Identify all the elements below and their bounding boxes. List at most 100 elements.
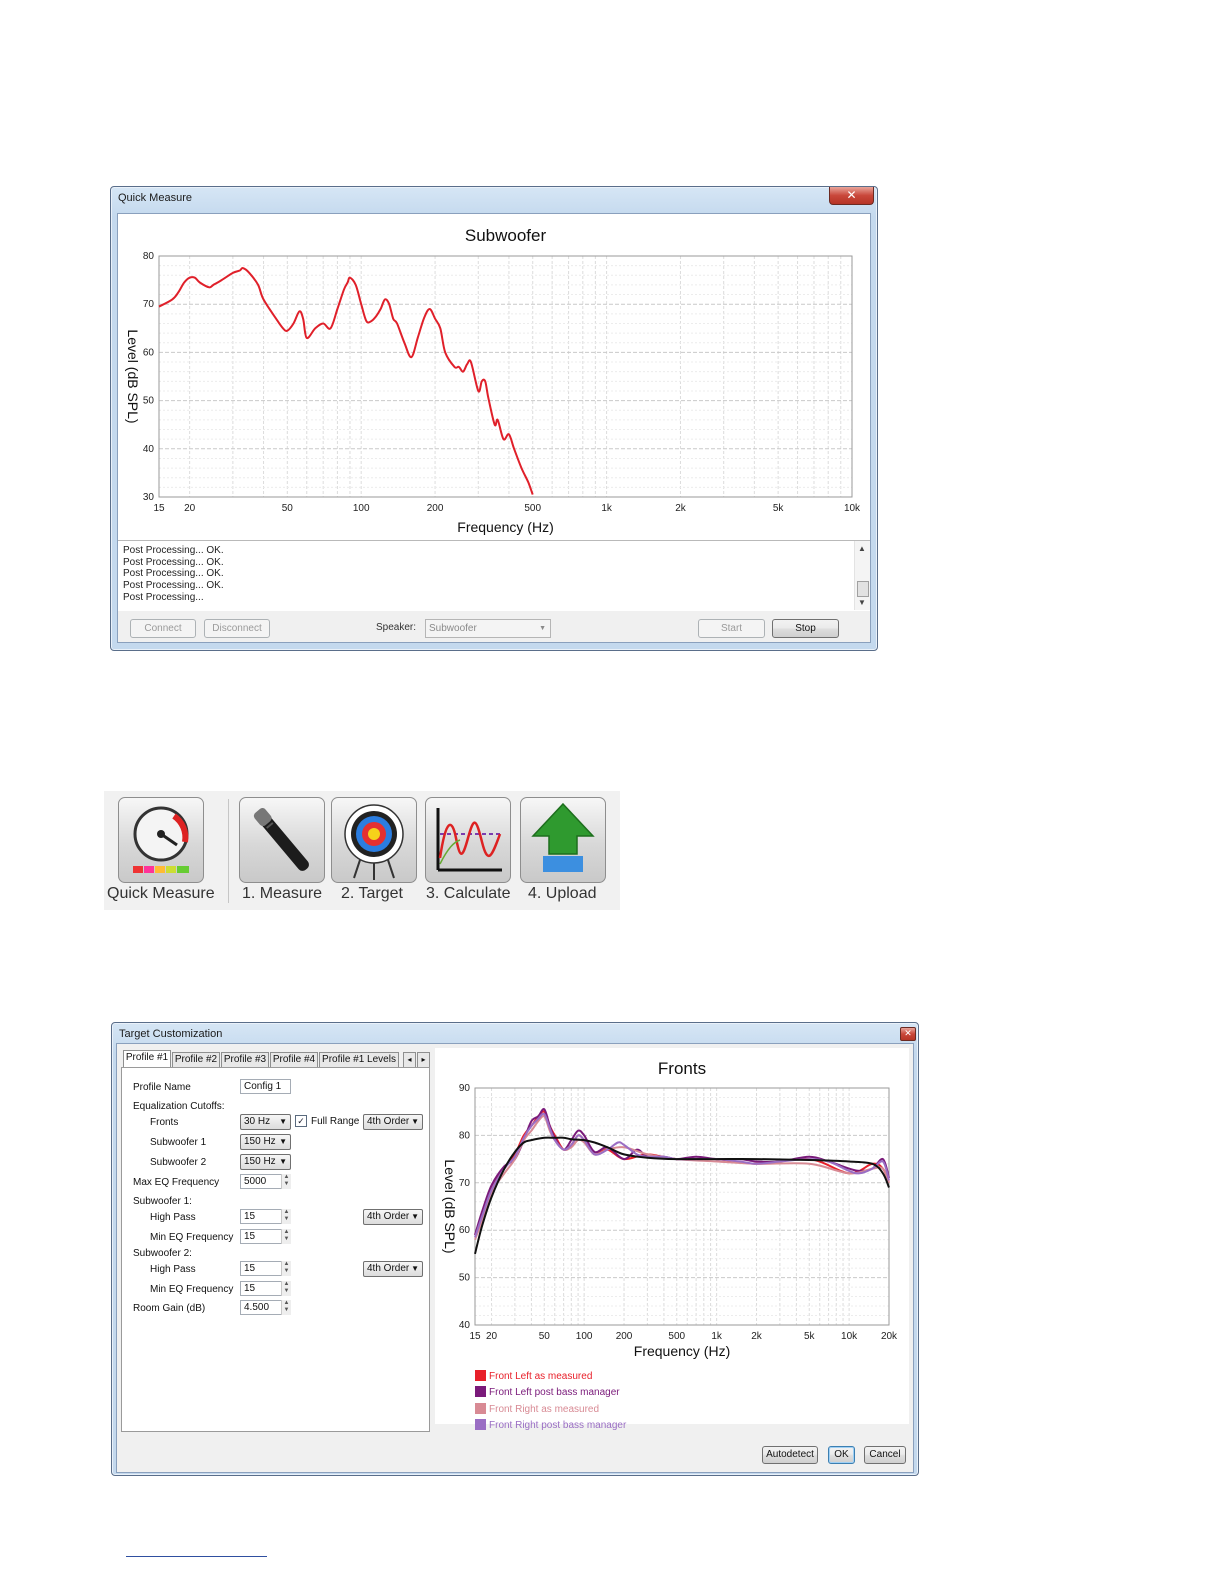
eq-cutoffs-label: Equalization Cutoffs: <box>133 1101 225 1112</box>
toolbar-divider <box>228 799 229 903</box>
upload-tool[interactable] <box>520 797 606 883</box>
close-button[interactable]: ✕ <box>900 1027 916 1041</box>
x-tick-label: 1k <box>601 503 613 514</box>
sub1-high-pass-spinner[interactable]: ▲ ▼ <box>281 1209 291 1224</box>
full-range-label: Full Range <box>311 1116 360 1127</box>
room-gain-label: Room Gain (dB) <box>133 1303 206 1314</box>
chevron-down-icon: ▼ <box>411 1212 419 1221</box>
sub1-order-value: 4th Order <box>367 1211 410 1222</box>
x-tick-label: 1k <box>711 1331 723 1342</box>
start-button[interactable]: Start <box>698 619 765 638</box>
profile-form-panel: Profile Name Config 1 Equalization Cutof… <box>121 1067 430 1432</box>
profile-tabs: Profile #1 Profile #2 Profile #3 Profile… <box>123 1050 433 1067</box>
sub1-min-eq-spinner[interactable]: ▲ ▼ <box>281 1229 291 1244</box>
x-axis-label: Frequency (Hz) <box>634 1343 730 1359</box>
chart-panel: 15 20 50 100 200 500 1k 2k 5k 10k 30 40 50 60 70 80 Subw… <box>118 214 870 540</box>
profile-name-input[interactable]: Config 1 <box>240 1079 291 1094</box>
log-lines: Post Processing... OK. Post Processing...… <box>123 545 224 604</box>
log-line: Post Processing... OK. <box>123 556 224 568</box>
microphone-icon <box>253 808 309 871</box>
sub2-high-pass-label: High Pass <box>150 1264 196 1275</box>
page-footer-rule <box>126 1556 267 1557</box>
tab-profile-1-levels[interactable]: Profile #1 Levels <box>319 1052 399 1067</box>
y-tick-label: 30 <box>143 492 155 503</box>
quick-measure-tool[interactable] <box>118 797 204 883</box>
cancel-button[interactable]: Cancel <box>864 1446 906 1464</box>
checkmark-icon: ✓ <box>297 1116 305 1126</box>
scroll-down-icon[interactable]: ▼ <box>858 598 866 607</box>
x-tick-label: 5k <box>773 503 785 514</box>
ok-button[interactable]: OK <box>828 1446 855 1464</box>
sub2-high-pass-input[interactable]: 15 <box>240 1261 291 1276</box>
y-tick-label: 60 <box>459 1225 471 1236</box>
calculate-tool[interactable] <box>425 797 511 883</box>
tab-scroll-left-icon[interactable]: ◂ <box>403 1052 416 1067</box>
fronts-cutoff-select[interactable]: 30 Hz ▼ <box>240 1114 291 1130</box>
full-range-checkbox[interactable]: ✓ <box>295 1115 307 1127</box>
legend-swatch <box>475 1370 486 1381</box>
speaker-select-value: Subwoofer <box>429 623 477 634</box>
x-tick-label: 500 <box>524 503 541 514</box>
quick-measure-label: Quick Measure <box>107 885 215 902</box>
fronts-order-select[interactable]: 4th Order ▼ <box>363 1114 423 1130</box>
sub2-min-eq-spinner[interactable]: ▲ ▼ <box>281 1281 291 1296</box>
tab-profile-3[interactable]: Profile #3 <box>221 1052 269 1067</box>
subwoofer2-cutoff-label: Subwoofer 2 <box>150 1157 207 1168</box>
scroll-thumb[interactable] <box>857 581 869 597</box>
measure-tool[interactable] <box>239 797 325 883</box>
disconnect-button[interactable]: Disconnect <box>204 619 270 638</box>
measure-label: 1. Measure <box>242 885 323 902</box>
tab-profile-4[interactable]: Profile #4 <box>270 1052 318 1067</box>
sub1-order-select[interactable]: 4th Order ▼ <box>363 1209 423 1225</box>
y-tick-label: 50 <box>459 1273 471 1284</box>
target-client: Profile #1 Profile #2 Profile #3 Profile… <box>116 1043 914 1473</box>
x-tick-label: 200 <box>616 1331 633 1342</box>
upload-label: 4. Upload <box>528 885 597 902</box>
x-tick-label: 2k <box>751 1331 763 1342</box>
sub2-min-eq-label: Min EQ Frequency <box>150 1284 234 1295</box>
x-tick-label: 200 <box>427 503 444 514</box>
connect-button[interactable]: Connect <box>130 619 196 638</box>
close-button[interactable]: ✕ <box>829 187 874 205</box>
subwoofer-chart: 15 20 50 100 200 500 1k 2k 5k 10k 30 40 50 60 70 80 Subw… <box>125 226 861 535</box>
quick-measure-window: Quick Measure ✕ 15 20 50 100 200 500 1k 2k 5k 10k… <box>110 186 878 651</box>
fronts-label: Fronts <box>150 1117 179 1128</box>
workflow-toolbar: Quick Measure 1. Measure 2. Target <box>104 791 620 910</box>
room-gain-spinner[interactable]: ▲ ▼ <box>281 1300 291 1315</box>
sub1-high-pass-label: High Pass <box>150 1212 196 1223</box>
speaker-select[interactable]: Subwoofer ▼ <box>425 619 551 638</box>
series-line <box>474 1110 890 1236</box>
graph-icon <box>436 808 502 872</box>
x-tick-label: 500 <box>668 1331 685 1342</box>
scroll-up-icon[interactable]: ▲ <box>858 544 866 553</box>
log-scrollbar[interactable]: ▲ ▼ <box>854 541 870 610</box>
chevron-down-icon: ▼ <box>279 1117 287 1126</box>
y-tick-label: 40 <box>459 1320 471 1331</box>
chart-title: Fronts <box>658 1059 706 1078</box>
y-tick-label: 90 <box>459 1083 471 1094</box>
plot-frame <box>474 1087 890 1326</box>
series-line <box>474 1108 890 1236</box>
tab-profile-1[interactable]: Profile #1 <box>123 1050 171 1067</box>
subwoofer1-cutoff-select[interactable]: 150 Hz ▼ <box>240 1134 291 1150</box>
x-tick-label: 50 <box>539 1331 551 1342</box>
sub2-high-pass-spinner[interactable]: ▲ ▼ <box>281 1261 291 1276</box>
y-tick-label: 80 <box>143 251 155 262</box>
stop-button[interactable]: Stop <box>772 619 839 638</box>
log-line: Post Processing... OK. <box>123 545 224 556</box>
tab-profile-2[interactable]: Profile #2 <box>172 1052 220 1067</box>
subwoofer1-cutoff-value: 150 Hz <box>244 1136 276 1147</box>
tab-scroll-right-icon[interactable]: ▸ <box>417 1052 430 1067</box>
autodetect-button[interactable]: Autodetect <box>762 1446 818 1464</box>
max-eq-spinner[interactable]: ▲ ▼ <box>281 1174 291 1189</box>
sub2-order-select[interactable]: 4th Order ▼ <box>363 1261 423 1277</box>
series-line <box>474 1136 890 1255</box>
x-tick-label: 20 <box>486 1331 498 1342</box>
subwoofer2-cutoff-select[interactable]: 150 Hz ▼ <box>240 1154 291 1170</box>
series-line <box>158 267 534 495</box>
log-line: Post Processing... OK. <box>123 568 224 580</box>
legend-label: Front Right as measured <box>489 1403 600 1415</box>
chevron-down-icon: ▼ <box>279 1157 287 1166</box>
plot-frame <box>158 255 853 498</box>
target-tool[interactable] <box>331 797 417 883</box>
